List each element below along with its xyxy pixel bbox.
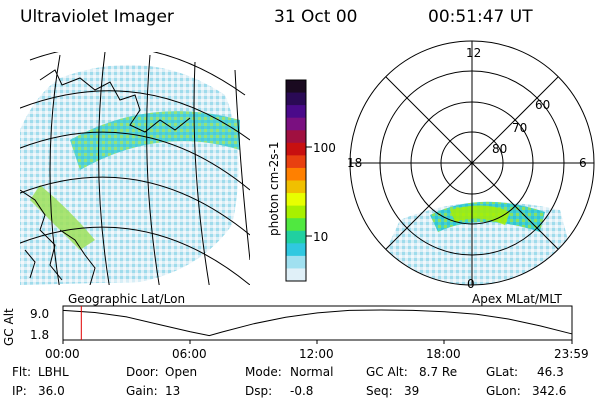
info-dsp-value: -0.8 (290, 384, 314, 398)
info-glon-value: 342.6 (532, 384, 567, 398)
colorbar-segment (286, 268, 306, 282)
info-dsp-label: Dsp: (245, 384, 273, 398)
mlt-label-0: 0 (467, 277, 475, 291)
altitude-ytick-min: 1.8 (30, 328, 50, 342)
colorbar-segment (286, 167, 306, 181)
colorbar-segment (286, 117, 306, 131)
mlat-label-70: 70 (512, 121, 528, 135)
colorbar-segment (286, 180, 306, 194)
colorbar-segment (286, 155, 306, 169)
info-door-value: Open (165, 365, 198, 379)
colorbar-segment (286, 218, 306, 232)
geographic-panel-label: Geographic Lat/Lon (68, 292, 186, 306)
info-gain-label: Gain: (126, 384, 158, 398)
mlt-label-18: 18 (347, 156, 363, 170)
colorbar-label: photon cm-2s-1 (267, 141, 281, 237)
mlat-label-60: 60 (535, 98, 551, 112)
apex-panel-label: Apex MLat/MLT (472, 292, 562, 306)
time-tick-0600: 06:00 (172, 347, 207, 361)
info-seq-value: 39 (404, 384, 420, 398)
mlt-label-12: 12 (466, 46, 482, 60)
time-tick-1200: 12:00 (299, 347, 334, 361)
info-gcalt-label: GC Alt: (366, 365, 408, 379)
info-mode-value: Normal (290, 365, 334, 379)
date-label: 31 Oct 00 (274, 7, 358, 27)
time-tick-1800: 18:00 (426, 347, 461, 361)
time-label: 00:51:47 UT (428, 7, 533, 27)
mlat-label-80: 80 (492, 142, 508, 156)
info-ip-value: 36.0 (38, 384, 65, 398)
colorbar-segment (286, 230, 306, 244)
colorbar-segment (286, 80, 306, 94)
polar-plot (349, 40, 595, 286)
info-glat-value: 46.3 (537, 365, 564, 379)
colorbar-segment (286, 105, 306, 119)
colorbar-segment (286, 205, 306, 219)
info-mode-label: Mode: (245, 365, 282, 379)
info-filter-value: LBHL (38, 365, 69, 379)
altitude-axis-label: GC Alt (2, 308, 16, 346)
info-glat-label: GLat: (486, 365, 519, 379)
info-glon-label: GLon: (486, 384, 521, 398)
instrument-title: Ultraviolet Imager (20, 7, 174, 27)
info-ip-label: IP: (12, 384, 27, 398)
colorbar-tick-10: 10 (313, 230, 329, 244)
time-tick-2359: 23:59 (554, 347, 589, 361)
colorbar-segment (286, 243, 306, 257)
colorbar-segment (286, 92, 306, 106)
colorbar-tick-100: 100 (313, 141, 336, 155)
altitude-curve (62, 309, 572, 337)
mlt-label-6: 6 (579, 156, 587, 170)
colorbar-segment (286, 130, 306, 144)
info-gain-value: 13 (165, 384, 181, 398)
info-door-label: Door: (126, 365, 159, 379)
altitude-ytick-max: 9.0 (30, 307, 50, 321)
info-seq-label: Seq: (366, 384, 393, 398)
colorbar-segment (286, 142, 306, 156)
altitude-plot (62, 305, 573, 344)
colorbar-segment (286, 255, 306, 269)
colorbar (285, 79, 312, 282)
info-gcalt-value: 8.7 Re (419, 365, 458, 379)
time-tick-0000: 00:00 (45, 347, 80, 361)
info-filter-label: Flt: (12, 365, 31, 379)
colorbar-segment (286, 193, 306, 207)
